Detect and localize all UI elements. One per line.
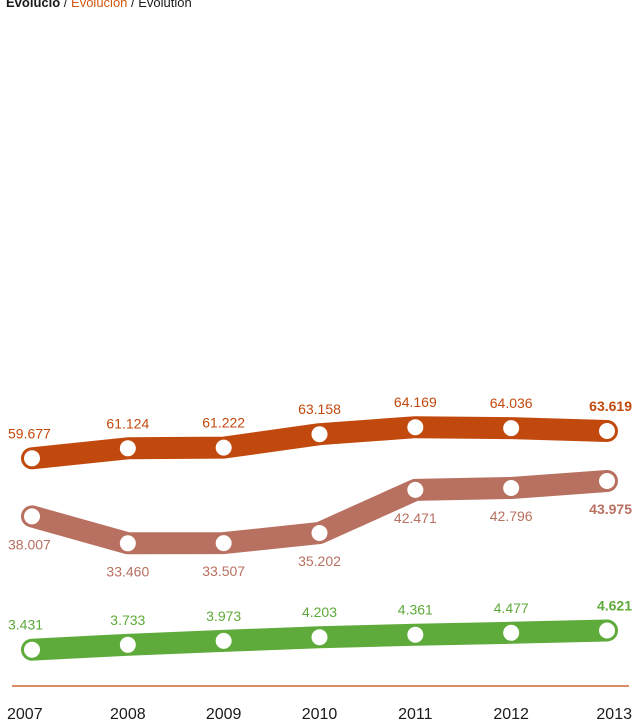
- series-3-point: [407, 626, 424, 643]
- series-1-data-label: 61.222: [202, 415, 245, 431]
- series-2-point: [119, 535, 136, 552]
- series-1-point: [119, 440, 136, 457]
- series-1-data-label: 61.124: [106, 415, 149, 431]
- series-2-data-label: 33.507: [202, 563, 245, 579]
- series-2-data-label: 43.975: [589, 501, 632, 517]
- series-2-data-label: 42.471: [394, 510, 437, 526]
- chart-heading: Evolució / Evolución / Evolution: [6, 0, 192, 10]
- series-2-point: [599, 473, 615, 489]
- series-1-point: [503, 420, 520, 437]
- series-3-point: [215, 632, 232, 649]
- series-3-point: [24, 641, 40, 658]
- series-3-data-label: 3.431: [8, 617, 43, 633]
- series-1-data-label: 64.036: [490, 395, 533, 411]
- series-1-data-label: 63.158: [298, 401, 341, 417]
- series-3-data-label: 3.733: [110, 612, 145, 628]
- series-1-data-label: 64.169: [394, 394, 437, 410]
- x-tick-label: 2008: [110, 706, 146, 723]
- series-3-data-label: 4.361: [398, 602, 433, 618]
- series-2-data-label: 38.007: [8, 536, 51, 552]
- series-1-point: [599, 423, 615, 439]
- series-2-point: [311, 525, 328, 541]
- heading-english: Evolution: [138, 0, 192, 10]
- series-1-point: [24, 450, 40, 467]
- series-1-data-label: 63.619: [589, 398, 632, 414]
- series-1-point: [407, 419, 424, 436]
- heading-separator: /: [127, 0, 139, 10]
- series-2-point: [503, 480, 520, 496]
- x-tick-label: 2010: [302, 706, 338, 723]
- heading-catalan: Evolució: [6, 0, 61, 10]
- series-3-point: [119, 636, 136, 653]
- series-3-data-label: 3.973: [206, 608, 241, 624]
- x-tick-label: 2009: [206, 706, 242, 723]
- heading-separator: /: [60, 0, 72, 10]
- heading-spanish: Evolución: [71, 0, 128, 10]
- series-1-point: [311, 426, 328, 443]
- series-3-point: [503, 624, 520, 641]
- series-2-data-label: 35.202: [298, 553, 341, 569]
- series-3-data-label: 4.203: [302, 604, 337, 620]
- series-2-point: [215, 535, 232, 552]
- series-3-point: [599, 622, 615, 639]
- series-1-data-label: 59.677: [8, 425, 51, 441]
- x-tick-label: 2013: [596, 706, 632, 723]
- x-tick-label: 2011: [398, 706, 433, 723]
- series-3-data-label: 4.621: [597, 598, 632, 614]
- series-3-data-label: 4.477: [494, 600, 529, 616]
- series-1-point: [215, 439, 232, 456]
- series-2-data-label: 42.796: [490, 508, 533, 524]
- x-tick-label: 2012: [493, 706, 529, 723]
- series-2-point: [407, 481, 424, 498]
- x-tick-label: 2007: [7, 706, 43, 723]
- series-2-point: [24, 508, 40, 525]
- series-3-point: [311, 629, 328, 646]
- series-2-data-label: 33.460: [106, 563, 149, 579]
